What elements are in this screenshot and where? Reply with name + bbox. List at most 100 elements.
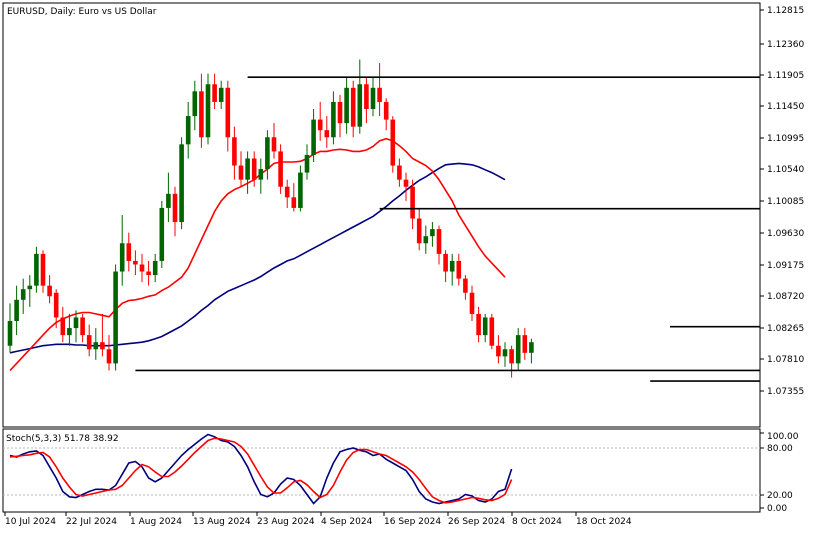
candle-body	[7, 321, 13, 346]
price-tick-label: 1.09175	[767, 261, 804, 271]
time-tick-label: 10 Jul 2024	[5, 517, 56, 527]
candle	[238, 151, 244, 187]
candle	[410, 179, 415, 230]
candle-body	[370, 87, 376, 109]
candle	[344, 77, 349, 134]
price-tick-label: 1.08720	[767, 292, 804, 302]
candle	[166, 172, 171, 223]
time-axis: 10 Jul 2024 22 Jul 2024 1 Aug 2024 13 Au…	[4, 512, 632, 527]
main-chart-frame	[2, 2, 761, 428]
candle	[350, 80, 356, 138]
candle-body	[416, 218, 422, 244]
candle-body	[185, 116, 191, 145]
candle	[258, 158, 264, 194]
candle-body	[119, 243, 125, 272]
moving-average-slow-line	[9, 162, 506, 354]
candle-body	[397, 165, 402, 180]
candle	[86, 324, 92, 357]
candle-body	[436, 229, 442, 254]
candle	[7, 303, 13, 353]
candle	[284, 179, 290, 208]
stoch-title: Stoch(5,3,3) 51.78 38.92	[6, 434, 119, 444]
candle-body	[106, 349, 112, 364]
price-tick-label: 1.11905	[767, 71, 804, 81]
candle	[416, 207, 422, 251]
candle-body	[410, 186, 415, 219]
price-tick-label: 1.08265	[767, 324, 804, 334]
price-tick-label: 1.10995	[767, 134, 804, 144]
candle-body	[463, 278, 468, 293]
candle	[390, 116, 396, 173]
price-tick-label: 1.07355	[767, 387, 804, 397]
candle-body	[284, 186, 290, 198]
candle	[60, 306, 66, 343]
candle	[436, 225, 442, 265]
candle	[304, 144, 310, 180]
stoch-tick-label: 100.00	[767, 432, 799, 442]
candle-body	[40, 253, 46, 286]
chart-title: EURUSD, Daily: Euro vs US Dollar	[7, 7, 157, 17]
candle-body	[337, 101, 343, 124]
candle-body	[179, 144, 184, 223]
candle-body	[258, 169, 264, 180]
candle-body	[529, 342, 534, 353]
candle	[357, 59, 363, 134]
candle-body	[73, 317, 79, 329]
horizontal-levels-layer	[135, 76, 760, 382]
candle-body	[205, 84, 211, 138]
candle	[185, 101, 191, 159]
candle-body	[199, 91, 204, 138]
candle	[317, 101, 323, 141]
candle-body	[218, 87, 224, 102]
stochastic-lines-layer	[9, 433, 513, 505]
candle	[496, 335, 501, 364]
candle	[502, 342, 508, 367]
candle	[73, 310, 79, 343]
candle-body	[265, 137, 270, 170]
candle-body	[271, 137, 277, 152]
candle-body	[27, 285, 33, 290]
candle-body	[67, 328, 72, 336]
candle-body	[502, 349, 508, 357]
candle	[179, 137, 184, 230]
candle	[106, 335, 112, 371]
candle-body	[317, 119, 323, 131]
candle-body	[212, 84, 217, 102]
candle	[53, 289, 59, 329]
candle-body	[14, 299, 19, 321]
candle	[443, 250, 448, 283]
candle-body	[139, 264, 145, 272]
candle-body	[34, 253, 39, 286]
candle	[218, 80, 224, 109]
time-tick-label: 26 Sep 2024	[448, 517, 505, 527]
candle	[27, 275, 33, 307]
candle	[515, 328, 521, 371]
candle	[133, 250, 138, 276]
candle	[139, 253, 145, 283]
candle-body	[357, 84, 363, 127]
stoch-tick-label: 80.00	[767, 444, 793, 454]
candle-body	[225, 87, 231, 138]
candle	[522, 328, 528, 360]
candle	[278, 144, 283, 194]
candle-body	[159, 207, 165, 261]
candle	[324, 116, 330, 148]
candle-body	[377, 87, 382, 102]
candle	[152, 253, 158, 283]
stoch-axis: 100.00 80.00 20.00 0.00	[760, 432, 799, 514]
candle-body	[100, 342, 105, 350]
candle	[80, 313, 85, 343]
candle	[430, 222, 435, 247]
candle	[364, 77, 369, 124]
candle-body	[146, 271, 151, 276]
candle	[463, 275, 468, 300]
candle-body	[298, 172, 303, 208]
candle-body	[443, 253, 448, 272]
candle	[265, 130, 270, 180]
candle	[456, 253, 462, 286]
candle	[47, 275, 52, 304]
candle-body	[80, 317, 85, 336]
candle	[403, 172, 409, 201]
candle-body	[238, 165, 244, 180]
